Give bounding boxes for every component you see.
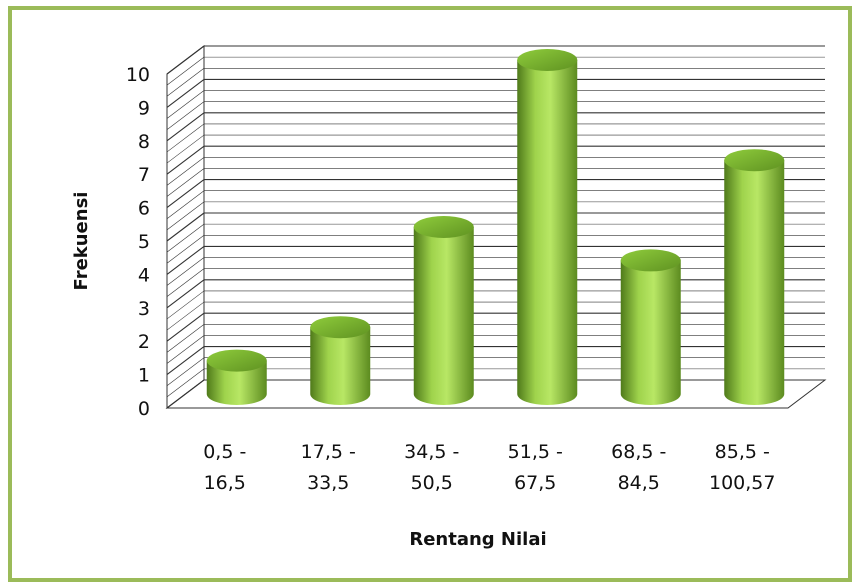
gridline-side [166, 245, 205, 275]
gridline-side [166, 78, 205, 108]
bar-top [517, 49, 578, 71]
x-tick-label: 34,5 - [404, 441, 459, 463]
gridline-side [166, 368, 205, 398]
gridline-side [166, 290, 205, 320]
gridline-side [166, 268, 205, 297]
gridline-side [166, 301, 205, 331]
y-tick-label: 4 [138, 264, 150, 286]
bar [724, 149, 785, 406]
bar-top [620, 249, 681, 272]
gridline-side [166, 212, 205, 242]
y-tick-label: 0 [138, 398, 150, 420]
gridline-side [166, 324, 205, 353]
x-tick-label: 51,5 - [508, 441, 563, 463]
gridline-side [166, 134, 205, 164]
y-axis-ticks: 0 1 2 3 4 5 6 7 8 9 10 [126, 64, 150, 420]
bar-top [413, 216, 474, 238]
y-tick-label: 2 [138, 331, 150, 353]
bar-body [413, 227, 474, 406]
bar [517, 49, 578, 406]
gridline-side [166, 179, 205, 209]
gridlines [166, 45, 825, 409]
bar-body [206, 360, 267, 406]
x-tick-label: 33,5 [307, 472, 349, 494]
gridline-side [166, 90, 205, 119]
x-tick-label: 17,5 - [301, 441, 356, 463]
gridline-side [166, 279, 205, 309]
gridline-side [166, 346, 205, 376]
y-tick-label: 10 [126, 64, 150, 86]
bar [310, 316, 371, 406]
x-tick-label: 50,5 [411, 472, 453, 494]
bar-body [517, 60, 578, 406]
bar-top [310, 316, 371, 339]
gridline-side [166, 257, 205, 286]
bar-body [310, 327, 371, 406]
bar-body [724, 160, 785, 406]
bar [620, 249, 681, 406]
gridline-side [166, 56, 205, 86]
gridline-side [166, 101, 205, 130]
gridline-side [166, 157, 205, 186]
x-axis-labels: 0,5 - 16,5 17,5 - 33,5 34,5 - 50,5 51,5 - 67,5 6… [203, 441, 775, 494]
bar-body [620, 260, 681, 406]
gridline-side [166, 312, 205, 342]
gridline-side [166, 235, 205, 264]
y-tick-label: 7 [138, 164, 150, 186]
gridline-side [166, 190, 205, 219]
y-axis-title: Frekuensi [71, 192, 92, 291]
x-tick-label: 67,5 [514, 472, 556, 494]
gridline-side [166, 223, 205, 253]
gridline-side [166, 68, 205, 97]
y-tick-label: 3 [138, 298, 150, 320]
x-tick-label: 85,5 - [715, 441, 770, 463]
gridline-side [166, 112, 205, 142]
y-tick-label: 5 [138, 231, 150, 253]
gridline-side [166, 123, 205, 153]
y-tick-label: 1 [138, 365, 150, 387]
gridline-side [166, 45, 205, 75]
y-tick-label: 8 [138, 131, 150, 153]
gridline-side [166, 335, 205, 364]
gridline-side [166, 145, 205, 175]
y-tick-label: 6 [138, 198, 150, 220]
bar [206, 349, 267, 406]
bar [413, 216, 474, 406]
gridline-side [166, 201, 205, 231]
gridline-side [166, 379, 205, 409]
bars-group [206, 49, 785, 406]
bar-top [724, 149, 785, 172]
gridline-side [166, 168, 205, 197]
x-tick-label: 0,5 - [203, 441, 246, 463]
bar-top [206, 349, 267, 372]
x-tick-label: 68,5 - [611, 441, 666, 463]
y-tick-label: 9 [138, 97, 150, 119]
x-axis-title: Rentang Nilai [409, 529, 546, 550]
x-tick-label: 100,57 [709, 472, 775, 494]
x-tick-label: 16,5 [204, 472, 246, 494]
gridline-side [166, 357, 205, 386]
x-tick-label: 84,5 [618, 472, 660, 494]
